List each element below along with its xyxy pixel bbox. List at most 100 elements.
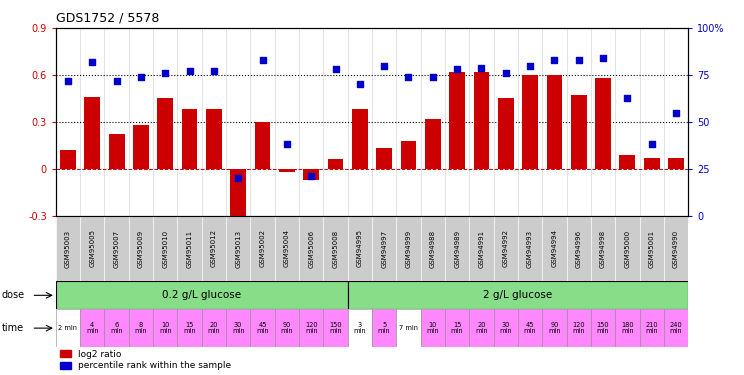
Bar (324, 216, 347, 281)
Bar (420, 309, 445, 347)
Bar (397, 216, 420, 281)
Text: 5
min: 5 min (378, 322, 391, 334)
Text: GSM94993: GSM94993 (527, 230, 533, 267)
Text: GSM94996: GSM94996 (576, 230, 582, 267)
Point (232, 175, 244, 181)
Bar (591, 216, 615, 281)
Bar (668, 158, 684, 169)
Bar (644, 158, 660, 169)
Text: 20
min: 20 min (208, 322, 220, 334)
Text: 45
min: 45 min (524, 322, 536, 334)
Bar (202, 216, 226, 281)
Bar (182, 110, 197, 169)
Text: 210
min: 210 min (645, 322, 658, 334)
Text: 2 g/L glucose: 2 g/L glucose (484, 290, 553, 300)
Bar (304, 169, 319, 180)
Bar (449, 72, 465, 169)
Bar (397, 309, 420, 347)
Point (305, 173, 317, 179)
Bar (299, 309, 324, 347)
Bar (275, 309, 299, 347)
Point (451, 66, 463, 72)
Bar (80, 216, 104, 281)
Point (597, 55, 609, 61)
Bar (518, 309, 542, 347)
Bar (571, 95, 587, 169)
Text: 90
min: 90 min (280, 322, 293, 334)
Text: 150
min: 150 min (597, 322, 609, 334)
Text: GSM94997: GSM94997 (381, 230, 387, 267)
Text: GSM94990: GSM94990 (673, 230, 679, 267)
Text: 6
min: 6 min (110, 322, 123, 334)
Bar (567, 216, 591, 281)
Text: GSM95006: GSM95006 (308, 230, 314, 267)
Bar (445, 309, 469, 347)
Text: GSM94991: GSM94991 (478, 230, 484, 267)
Bar (547, 75, 562, 169)
Text: 2 min: 2 min (59, 325, 77, 331)
Text: GSM94989: GSM94989 (454, 230, 460, 267)
Point (159, 70, 171, 76)
Point (111, 78, 123, 84)
Bar (542, 309, 567, 347)
Bar (352, 110, 368, 169)
Bar (56, 216, 80, 281)
Text: 45
min: 45 min (256, 322, 269, 334)
Bar (251, 216, 275, 281)
Point (573, 57, 585, 63)
Point (257, 57, 269, 63)
Bar (177, 309, 202, 347)
Bar (56, 309, 80, 347)
Point (135, 74, 147, 80)
Text: GSM94995: GSM94995 (357, 230, 363, 267)
Text: 120
min: 120 min (305, 322, 318, 334)
Text: time: time (1, 323, 24, 333)
Text: GSM95003: GSM95003 (65, 230, 71, 267)
Point (427, 74, 439, 80)
Bar (640, 216, 664, 281)
Bar (153, 216, 177, 281)
Legend: log2 ratio, percentile rank within the sample: log2 ratio, percentile rank within the s… (60, 350, 231, 370)
Text: 30
min: 30 min (232, 322, 245, 334)
Point (475, 64, 487, 70)
Bar (202, 309, 226, 347)
Bar (567, 309, 591, 347)
Text: 10
min: 10 min (426, 322, 439, 334)
Bar (473, 72, 490, 169)
Bar (518, 216, 542, 281)
Point (184, 68, 196, 74)
Text: GSM94992: GSM94992 (503, 230, 509, 267)
Bar (251, 309, 275, 347)
Bar (469, 309, 493, 347)
Text: GSM94998: GSM94998 (600, 230, 606, 267)
Bar (60, 150, 76, 169)
Point (208, 68, 220, 74)
Text: 240
min: 240 min (670, 322, 682, 334)
Bar (226, 309, 251, 347)
Bar (493, 309, 518, 347)
Text: GSM95002: GSM95002 (260, 230, 266, 267)
Text: GSM94988: GSM94988 (430, 230, 436, 267)
Bar (522, 75, 538, 169)
Text: GSM95008: GSM95008 (333, 230, 339, 267)
Bar (347, 216, 372, 281)
Bar (620, 154, 635, 169)
Text: 0.2 g/L glucose: 0.2 g/L glucose (162, 290, 241, 300)
Text: 4
min: 4 min (86, 322, 99, 334)
Bar (664, 216, 688, 281)
Text: 150
min: 150 min (329, 322, 341, 334)
Point (403, 74, 414, 80)
Bar (254, 122, 271, 169)
Bar (104, 309, 129, 347)
Bar (56, 281, 347, 309)
Text: GSM95004: GSM95004 (284, 230, 290, 267)
Text: 15
min: 15 min (183, 322, 196, 334)
Bar (347, 309, 372, 347)
Text: dose: dose (1, 290, 25, 300)
Point (330, 66, 341, 72)
Text: GSM94994: GSM94994 (551, 230, 557, 267)
Bar (493, 216, 518, 281)
Text: 10
min: 10 min (159, 322, 172, 334)
Bar (498, 99, 513, 169)
Text: GSM95009: GSM95009 (138, 230, 144, 267)
